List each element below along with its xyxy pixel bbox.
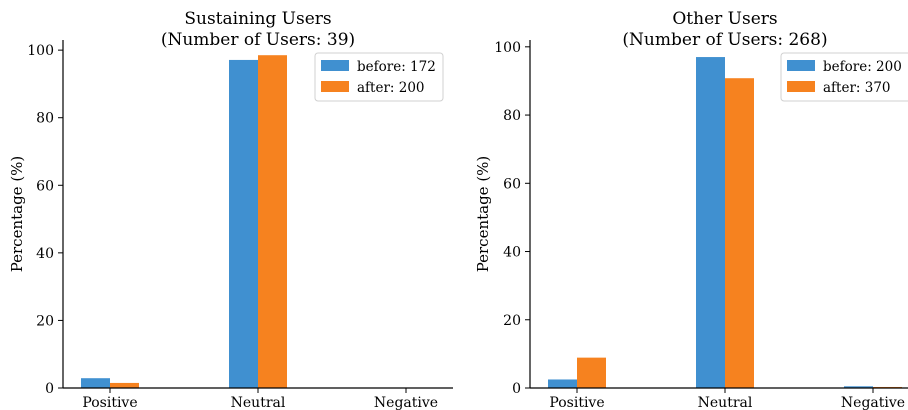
- y-tick-label: 0: [45, 381, 54, 397]
- chart-title-line-2: (Number of Users: 268): [622, 30, 827, 50]
- legend: before: 172 after: 200: [314, 52, 444, 102]
- x-tick-label-negative: Negative: [841, 395, 905, 410]
- bar-positive-before: [81, 378, 110, 388]
- x-tick-label-negative: Negative: [374, 395, 438, 410]
- bar-positive-after: [577, 357, 606, 388]
- chart-title-line-2: (Number of Users: 39): [161, 30, 355, 50]
- legend-swatch: [321, 60, 349, 71]
- legend-swatch: [787, 81, 815, 92]
- y-tick-label: 40: [36, 246, 54, 262]
- legend-label: before: 200: [823, 59, 902, 75]
- legend: before: 200 after: 370: [780, 52, 908, 102]
- legend-label: after: 200: [357, 80, 425, 96]
- bar-neutral-before: [696, 57, 725, 388]
- y-axis-label: Percentage (%): [474, 156, 492, 273]
- chart-title-line-1: Other Users: [672, 9, 777, 29]
- y-axis-label: Percentage (%): [8, 156, 26, 273]
- chart-panel-1: Sustaining Users(Number of Users: 39) Per…: [8, 9, 453, 410]
- y-tick-label: 40: [503, 245, 521, 261]
- bar-neutral-before: [229, 59, 258, 388]
- legend-swatch: [787, 60, 815, 71]
- chart-panel-2: Other Users(Number of Users: 268) Percent…: [474, 9, 908, 410]
- y-tick-label: 20: [503, 313, 521, 329]
- bar-positive-after: [110, 382, 139, 388]
- x-tick-label-neutral: Neutral: [231, 395, 286, 410]
- bar-negative-before: [844, 386, 873, 388]
- x-tick-label-positive: Positive: [549, 395, 604, 410]
- bar-positive-before: [548, 379, 577, 388]
- y-tick-label: 0: [512, 381, 521, 397]
- legend-label: after: 370: [823, 80, 891, 96]
- legend-swatch: [321, 81, 349, 92]
- chart-title-line-1: Sustaining Users: [184, 9, 331, 29]
- y-tick-label: 20: [36, 313, 54, 329]
- bar-neutral-after: [725, 78, 754, 388]
- x-tick-label-neutral: Neutral: [698, 395, 753, 410]
- y-tick-label: 60: [503, 176, 521, 192]
- x-tick-label-positive: Positive: [82, 395, 137, 410]
- y-tick-label: 80: [36, 111, 54, 127]
- bar-neutral-after: [258, 55, 287, 388]
- y-tick-label: 60: [36, 178, 54, 194]
- y-tick-label: 100: [27, 43, 54, 59]
- y-tick-label: 80: [503, 108, 521, 124]
- legend-label: before: 172: [357, 59, 436, 75]
- y-tick-label: 100: [494, 40, 521, 56]
